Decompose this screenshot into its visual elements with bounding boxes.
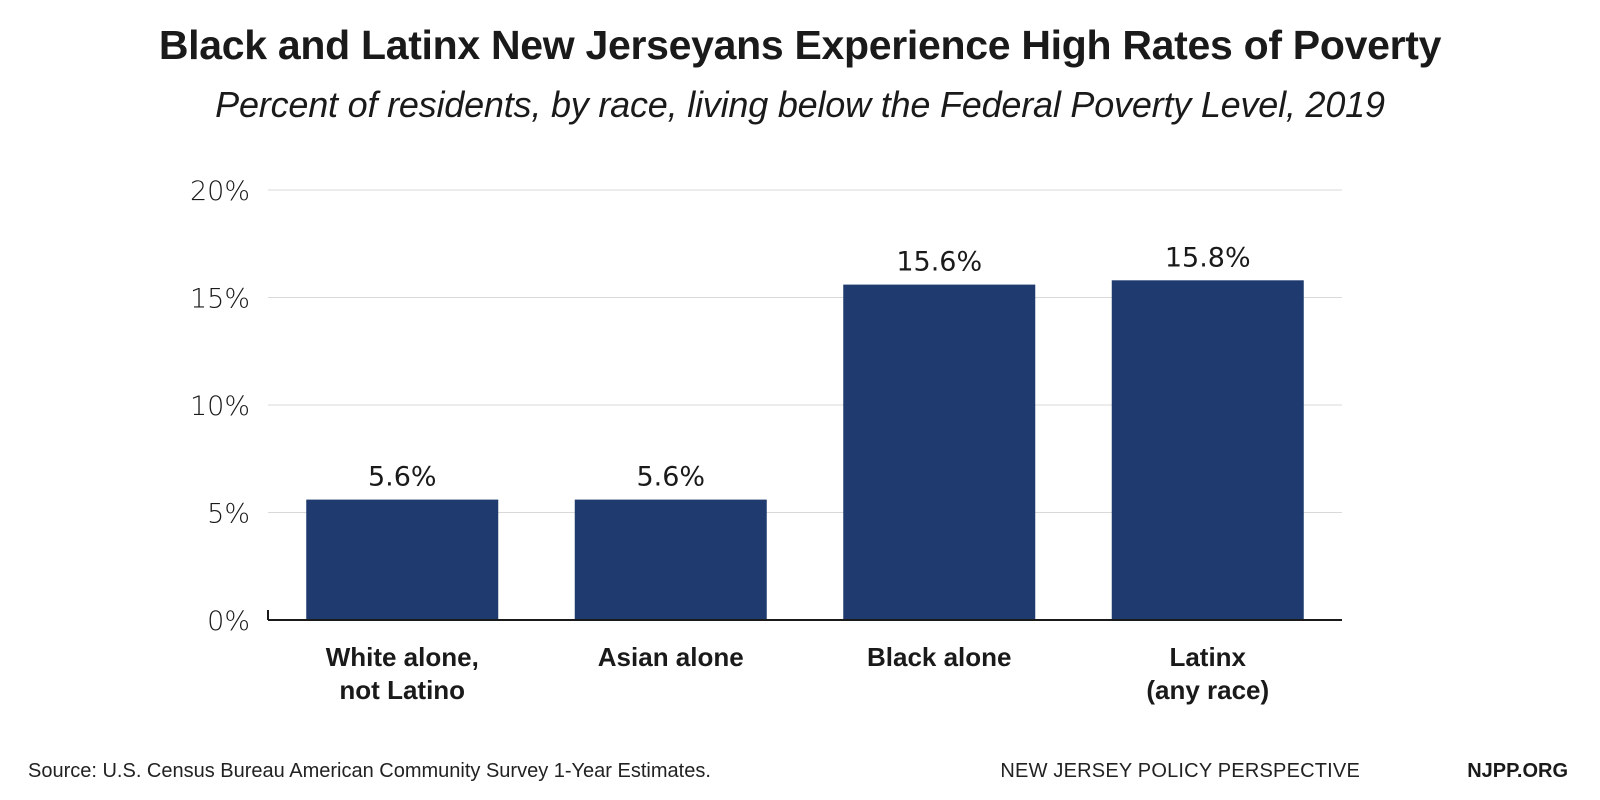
category-label: Asian alone xyxy=(598,642,744,672)
chart-title: Black and Latinx New Jerseyans Experienc… xyxy=(158,22,1442,68)
y-tick-label: 0% xyxy=(207,606,250,637)
category-label: White alone, xyxy=(326,642,479,672)
category-label: not Latino xyxy=(339,675,465,705)
data-label: 15.6% xyxy=(896,247,982,278)
data-label: 15.8% xyxy=(1165,242,1251,273)
bar xyxy=(574,499,767,620)
y-tick-label: 20% xyxy=(190,176,250,207)
bar xyxy=(843,284,1036,620)
website-link[interactable]: NJPP.ORG xyxy=(1467,760,1568,782)
data-label: 5.6% xyxy=(368,462,437,493)
y-tick-label: 15% xyxy=(190,284,250,315)
organization-name: NEW JERSEY POLICY PERSPECTIVE xyxy=(1000,760,1360,782)
category-label: Black alone xyxy=(867,642,1012,672)
category-label: Latinx xyxy=(1169,642,1246,672)
bar xyxy=(306,499,499,620)
y-tick-label: 5% xyxy=(207,499,250,530)
chart-subtitle: Percent of residents, by race, living be… xyxy=(215,84,1385,125)
bar xyxy=(1111,280,1304,620)
y-tick-label: 10% xyxy=(190,391,250,422)
source-note: Source: U.S. Census Bureau American Comm… xyxy=(28,760,711,782)
data-label: 5.6% xyxy=(636,462,705,493)
category-label: (any race) xyxy=(1146,675,1269,705)
